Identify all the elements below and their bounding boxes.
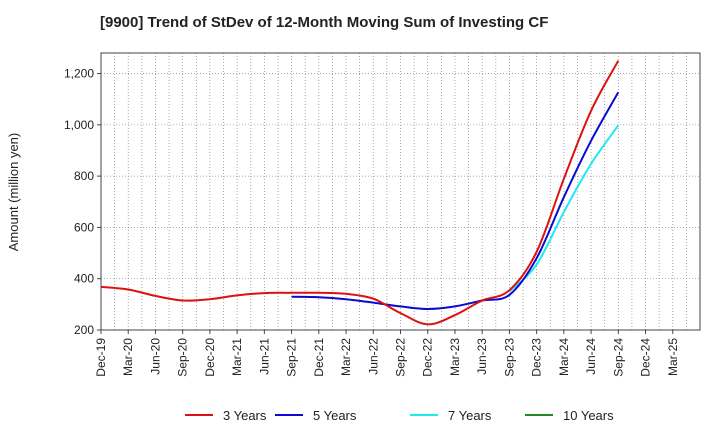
legend-label: 5 Years	[313, 408, 357, 423]
series-line-3-years	[100, 60, 620, 326]
x-axis: Dec-19 Mar-20 Jun-20 Sep-20 Dec-20 Mar-21 Jun-…	[94, 330, 680, 377]
y-tick-label: 400	[74, 272, 94, 286]
x-tick-label: Mar-22	[339, 338, 353, 376]
series-lines	[100, 60, 620, 326]
x-tick-label: Jun-21	[257, 338, 271, 375]
series-line-7-years	[508, 124, 620, 293]
x-tick-label: Dec-19	[94, 338, 108, 377]
x-tick-label: Sep-20	[176, 338, 190, 377]
x-tick-label: Jun-24	[584, 338, 598, 375]
y-tick-label: 1,000	[64, 118, 94, 132]
y-axis-label: Amount (million yen)	[6, 133, 21, 252]
x-tick-label: Sep-24	[611, 338, 625, 377]
x-tick-label: Sep-22	[394, 338, 408, 377]
y-tick-label: 800	[74, 169, 94, 183]
x-tick-label: Sep-23	[502, 338, 516, 377]
legend: 3 Years 5 Years 7 Years 10 Years	[185, 408, 614, 423]
x-tick-label: Jun-22	[366, 338, 380, 375]
grid	[101, 53, 700, 330]
x-tick-label: Dec-22	[421, 338, 435, 377]
y-tick-label: 600	[74, 220, 94, 234]
x-tick-label: Mar-25	[666, 338, 680, 376]
plot-border	[100, 52, 701, 331]
series-line-5-years	[291, 91, 620, 310]
x-tick-label: Sep-21	[285, 338, 299, 377]
x-tick-label: Dec-24	[639, 338, 653, 377]
x-tick-label: Mar-23	[448, 338, 462, 376]
x-tick-label: Mar-20	[121, 338, 135, 376]
legend-label: 10 Years	[563, 408, 614, 423]
x-tick-label: Dec-20	[203, 338, 217, 377]
x-tick-label: Mar-24	[557, 338, 571, 376]
x-tick-label: Jun-23	[475, 338, 489, 375]
legend-label: 3 Years	[223, 408, 267, 423]
y-tick-label: 1,200	[64, 67, 94, 81]
x-tick-label: Mar-21	[230, 338, 244, 376]
legend-label: 7 Years	[448, 408, 492, 423]
y-axis: 200 400 600 800 1,000 1,200	[64, 67, 101, 337]
chart-title: [9900] Trend of StDev of 12-Month Moving…	[100, 14, 548, 31]
y-tick-label: 200	[74, 323, 94, 337]
x-tick-label: Dec-23	[530, 338, 544, 377]
x-tick-label: Dec-21	[312, 338, 326, 377]
x-tick-label: Jun-20	[148, 338, 162, 375]
